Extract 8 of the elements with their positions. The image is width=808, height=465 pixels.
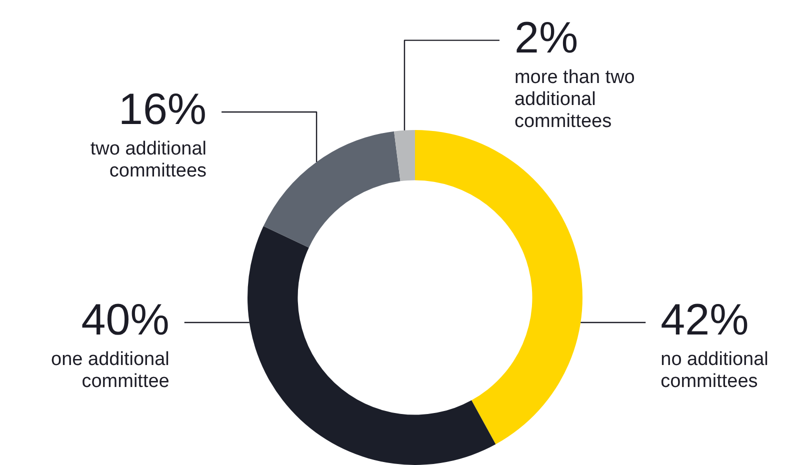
data-label: 40%: [81, 296, 170, 345]
slice-label: no additional committees: [660, 349, 768, 392]
data-label: 2%: [514, 13, 578, 62]
slice-label: two additional committees: [90, 138, 207, 182]
data-label: 42%: [660, 296, 749, 345]
slice-label: more than two additional committees: [514, 67, 635, 132]
data-label: 16%: [118, 85, 207, 134]
slice-label: one additional committee: [51, 349, 170, 392]
